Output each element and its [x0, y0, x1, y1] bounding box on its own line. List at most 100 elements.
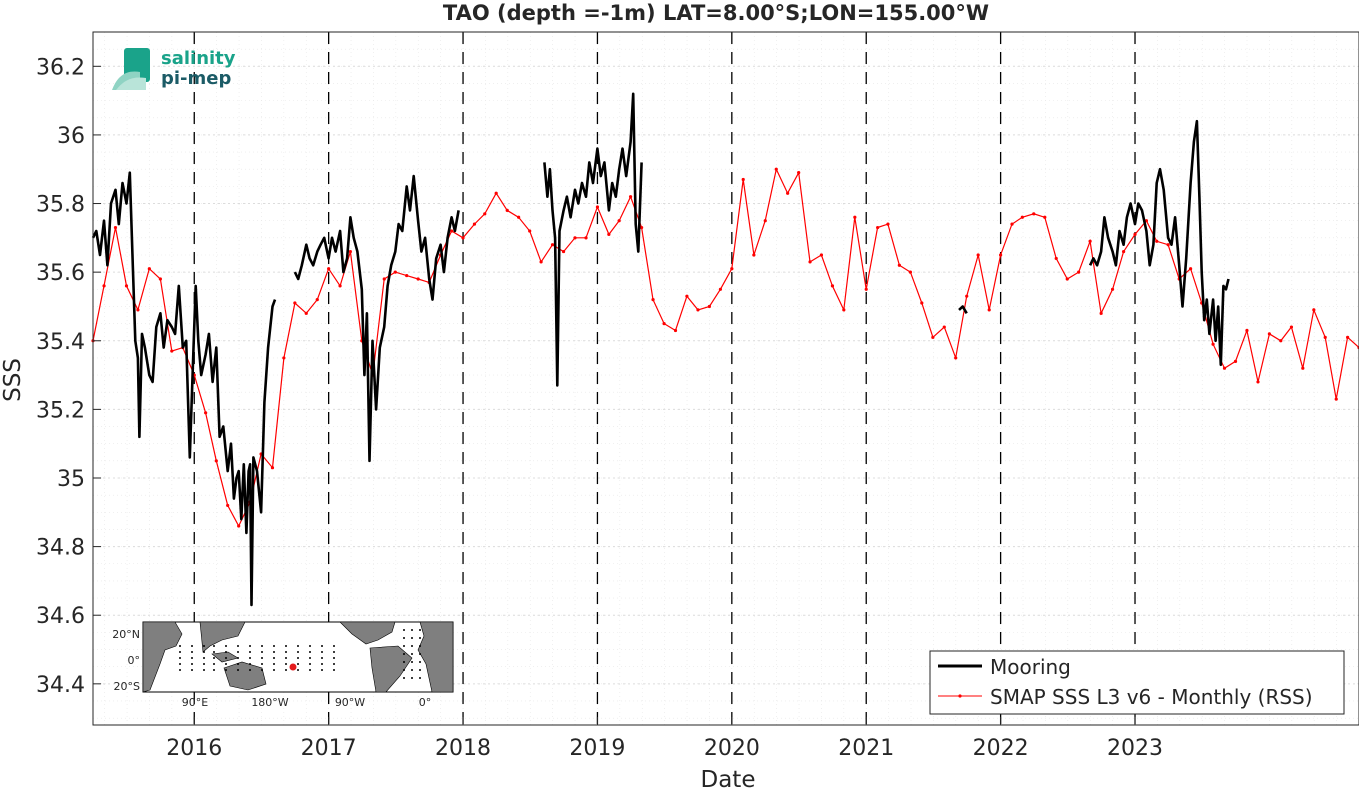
y-axis: 34.4 34.6 34.8 35 35.2 35.4 35.6 35.8 36 36.2	[36, 55, 101, 698]
inset-mooring-dot	[411, 669, 413, 671]
series-smap-point	[976, 253, 980, 257]
inset-mooring-dot	[403, 629, 405, 631]
major-grid	[93, 65, 1359, 685]
x-tick-label: 2023	[1107, 736, 1163, 761]
inset-mooring-dot	[285, 651, 287, 653]
series-smap-point	[696, 308, 700, 312]
inset-map: 20°N 0° 20°S 90°E 180°W 90°W 0°	[112, 621, 454, 709]
inset-mooring-dot	[191, 645, 193, 647]
chart-title: TAO (depth =-1m) LAT=8.00°S;LON=155.00°W	[443, 1, 989, 25]
inset-mooring-dot	[261, 657, 263, 659]
inset-mooring-dot	[261, 645, 263, 647]
series-smap-point	[214, 459, 218, 463]
series-smap-point	[348, 249, 352, 254]
inset-mooring-dot	[273, 645, 275, 647]
salinity-pi-mep-logo: salinity pi-mep	[112, 48, 236, 90]
logo-wave-shape-2	[116, 77, 146, 90]
year-divider-lines	[193, 32, 1136, 725]
inset-mooring-dot	[203, 663, 205, 665]
series-mooring-line	[293, 174, 460, 463]
inset-mooring-dot	[403, 677, 405, 679]
series-smap-point	[450, 229, 454, 233]
series-mooring-line	[543, 92, 643, 387]
plot-background	[93, 32, 1359, 725]
inset-mooring-dot	[297, 651, 299, 653]
legend-box	[929, 650, 1345, 715]
series-smap-point	[517, 215, 521, 219]
inset-mooring-dot	[285, 663, 287, 665]
inset-mooring-dot	[249, 663, 251, 665]
series-smap-point	[561, 249, 566, 254]
series-smap-point	[494, 191, 498, 195]
legend-label-smap: SMAP SSS L3 v6 - Monthly (RSS)	[990, 685, 1313, 709]
series-smap-point	[741, 177, 745, 182]
series-smap-point	[752, 253, 756, 257]
inset-mooring-dot	[411, 677, 413, 679]
series-smap-point	[1312, 308, 1316, 312]
inset-mooring-dot	[213, 645, 215, 647]
plot-area	[91, 31, 1359, 726]
inset-mooring-dot	[333, 657, 335, 659]
y-tick-label: 35.4	[36, 330, 85, 355]
inset-mooring-dot	[403, 653, 405, 655]
inset-mooring-dot	[225, 645, 227, 647]
inset-mooring-dot	[419, 677, 421, 679]
y-tick-label: 35	[57, 467, 85, 492]
series-smap-point	[617, 219, 621, 223]
inset-mooring-dot	[225, 669, 227, 671]
inset-lat-label-20s: 20°S	[114, 680, 140, 693]
inset-mooring-dot	[309, 651, 311, 653]
series-smap-point	[1099, 311, 1103, 315]
inset-mooring-dot	[179, 645, 181, 647]
series-smap-point	[573, 236, 577, 240]
series-smap-point	[550, 243, 555, 247]
inset-mooring-dot	[419, 637, 421, 639]
x-tick-label: 2021	[838, 736, 894, 761]
series-smap-point	[718, 287, 723, 291]
series-smap-point	[1088, 239, 1092, 243]
series-smap-point	[405, 273, 409, 278]
series-smap-point	[595, 205, 600, 209]
series-smap-point	[1133, 232, 1137, 237]
inset-mooring-dot	[237, 669, 239, 671]
series-smap-point	[908, 270, 913, 274]
inset-mooring-dot	[203, 657, 205, 659]
inset-mooring-dot	[321, 645, 323, 647]
inset-mooring-dot	[403, 661, 405, 663]
inset-mooring-dot	[213, 663, 215, 665]
inset-mooring-dot	[203, 645, 205, 647]
logo-text-line2: pi-mep	[161, 68, 231, 89]
inset-mooring-dot	[273, 651, 275, 653]
x-tick-label: 2019	[569, 736, 625, 761]
series-mooring-line	[91, 171, 277, 607]
inset-mooring-dot	[237, 663, 239, 665]
series-smap-point	[853, 215, 857, 219]
inset-mooring-dot	[225, 663, 227, 665]
series-smap-point	[1155, 239, 1159, 243]
series-smap-point	[707, 304, 711, 309]
legend: Mooring SMAP SSS L3 v6 - Monthly (RSS)	[929, 650, 1345, 715]
series-smap-point	[797, 171, 801, 175]
inset-mooring-dot	[321, 663, 323, 665]
series-smap-point	[819, 253, 824, 257]
series-smap-point	[1010, 222, 1014, 226]
series-smap-point	[204, 411, 208, 415]
inset-mooring-dot	[249, 645, 251, 647]
inset-mooring-dot	[179, 669, 181, 671]
series-smap-point	[170, 349, 174, 353]
inset-mooring-dot	[411, 653, 413, 655]
series-smap-point	[382, 277, 386, 281]
series-smap-point	[842, 308, 846, 312]
series-smap-point	[1110, 287, 1115, 291]
series-smap-point	[304, 311, 308, 315]
series-smap-point	[1301, 366, 1305, 370]
inset-mooring-dot	[191, 663, 193, 665]
series-smap-point	[270, 466, 275, 470]
inset-mooring-dot	[321, 657, 323, 659]
inset-mooring-dot	[309, 663, 311, 665]
inset-mooring-dot	[419, 645, 421, 647]
inset-land-africa	[142, 621, 183, 693]
inset-mooring-dot	[249, 669, 251, 671]
y-tick-label: 36	[57, 124, 85, 149]
